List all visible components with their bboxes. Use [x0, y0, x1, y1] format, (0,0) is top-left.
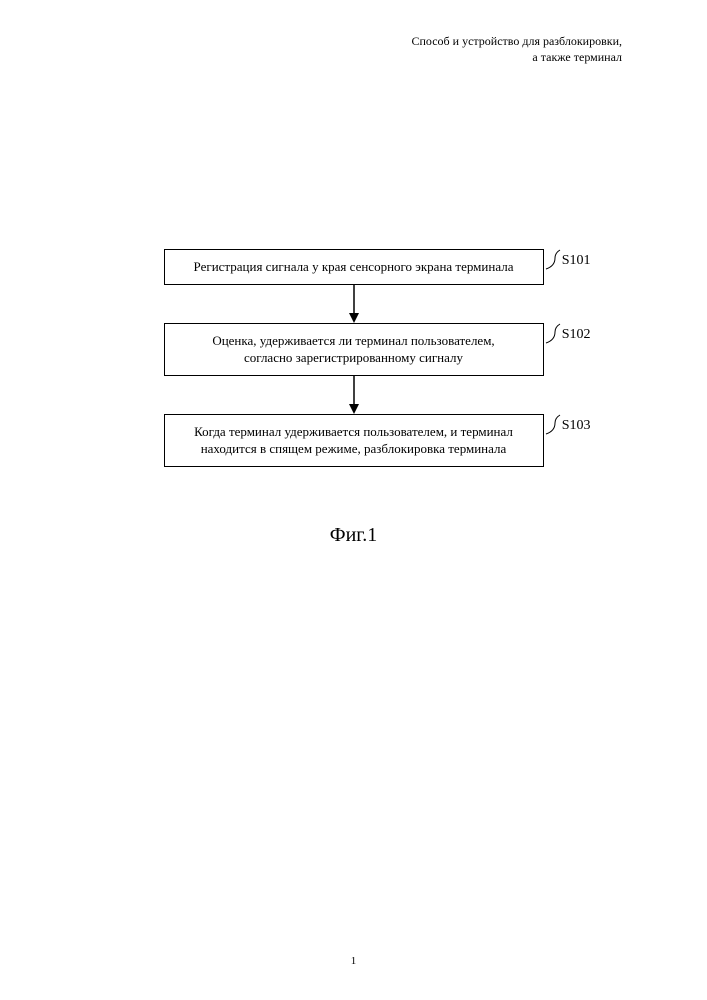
arrow-down-icon: [344, 285, 364, 323]
header-line1: Способ и устройство для разблокировки,: [411, 34, 622, 50]
arrow-1: [134, 285, 574, 323]
label-curve-icon: [545, 413, 561, 435]
step-text-3-line1: Когда терминал удерживается пользователе…: [177, 423, 531, 441]
step-text-1: Регистрация сигнала у края сенсорного эк…: [194, 259, 514, 274]
header-line2: а также терминал: [411, 50, 622, 66]
label-curve-icon: [545, 322, 561, 344]
page-header: Способ и устройство для разблокировки, а…: [411, 34, 622, 65]
step-text-2-line2: согласно зарегистрированному сигналу: [177, 349, 531, 367]
step-text-3-line2: находится в спящем режиме, разблокировка…: [177, 440, 531, 458]
flow-step-3: S103 Когда терминал удерживается пользов…: [164, 414, 544, 467]
label-curve-icon: [545, 248, 561, 270]
step-label-2: S102: [562, 326, 591, 345]
page-number: 1: [351, 955, 357, 967]
arrow-2: [134, 376, 574, 414]
step-label-1: S101: [562, 252, 591, 271]
figure-label: Фиг.1: [330, 524, 377, 547]
arrow-down-icon: [344, 376, 364, 414]
flow-step-1: S101 Регистрация сигнала у края сенсорно…: [164, 249, 544, 285]
step-label-3: S103: [562, 417, 591, 436]
flow-step-2: S102 Оценка, удерживается ли терминал по…: [164, 323, 544, 376]
step-text-2-line1: Оценка, удерживается ли терминал пользов…: [177, 332, 531, 350]
flowchart: S101 Регистрация сигнала у края сенсорно…: [134, 249, 574, 467]
